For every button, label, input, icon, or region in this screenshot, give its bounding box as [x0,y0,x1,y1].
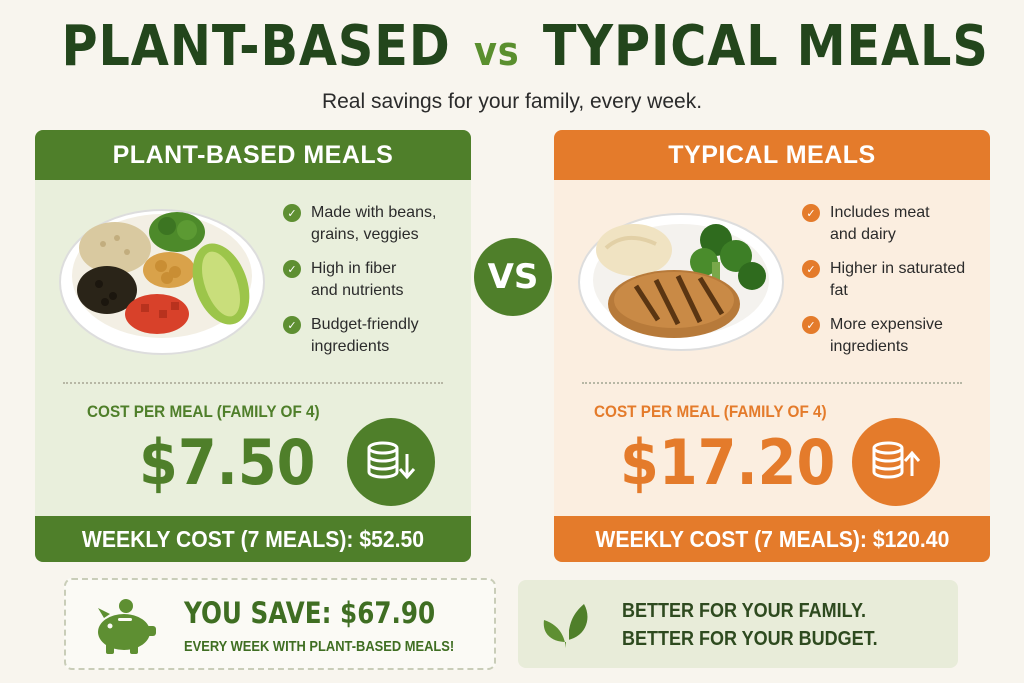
check-icon: ✓ [802,204,820,222]
list-item: ✓ Budget-friendly ingredients [283,314,463,358]
check-icon: ✓ [283,204,301,222]
check-icon: ✓ [283,260,301,278]
tagline-line-1: BETTER FOR YOUR FAMILY. [622,600,867,622]
typical-price: $17.20 [620,426,836,499]
list-item: ✓ Made with beans, grains, veggies [283,202,463,246]
panel-divider [63,382,443,384]
typical-cost-label: COST PER MEAL (FAMILY OF 4) [594,402,827,421]
tagline-box: BETTER FOR YOUR FAMILY. BETTER FOR YOUR … [518,580,958,668]
list-item: ✓ Includes meat and dairy [802,202,982,246]
leaf-icon [543,604,588,648]
plant-weekly-cost: WEEKLY COST (7 MEALS): $52.50 [35,516,471,562]
check-icon: ✓ [283,316,301,334]
piggy-bank-icon [98,599,156,654]
page-title: PLANT-BASED vs TYPICAL MEALS [61,14,987,79]
title-right: TYPICAL MEALS [542,14,989,79]
list-item: ✓ Higher in saturated fat [802,258,982,302]
typical-weekly-cost: WEEKLY COST (7 MEALS): $120.40 [554,516,990,562]
list-item: ✓ High in fiber and nutrients [283,258,463,302]
tagline-line-2: BETTER FOR YOUR BUDGET. [622,628,878,650]
plant-bullet-list: ✓ Made with beans, grains, veggies ✓ Hig… [283,202,463,370]
check-icon: ✓ [802,316,820,334]
savings-box: YOU SAVE: $67.90 EVERY WEEK WITH PLANT-B… [64,578,496,670]
panel-divider [582,382,962,384]
savings-title: YOU SAVE: $67.90 [184,596,436,630]
typical-panel-heading: TYPICAL MEALS [554,130,990,180]
plant-panel-heading: PLANT-BASED MEALS [35,130,471,180]
plant-cost-label: COST PER MEAL (FAMILY OF 4) [87,402,320,421]
typical-meals-panel: TYPICAL MEALS ✓ Includes meat and dairy … [554,130,990,562]
typical-plate-icon [578,213,784,351]
typical-bullet-list: ✓ Includes meat and dairy ✓ Higher in sa… [802,202,982,370]
check-icon: ✓ [802,260,820,278]
plant-based-panel: PLANT-BASED MEALS ✓ Made with beans, gra… [35,130,471,562]
coins-up-arrow-icon [852,418,940,506]
savings-subtitle: EVERY WEEK WITH PLANT-BASED MEALS! [184,638,455,655]
title-vs: vs [473,29,520,75]
page-subtitle: Real savings for your family, every week… [321,90,703,113]
coins-down-arrow-icon [347,418,435,506]
plant-price: $7.50 [139,426,316,499]
list-item: ✓ More expensive ingredients [802,314,982,358]
title-left: PLANT-BASED [61,14,451,79]
vs-badge: VS [474,238,552,316]
plant-bowl-icon [59,209,265,355]
